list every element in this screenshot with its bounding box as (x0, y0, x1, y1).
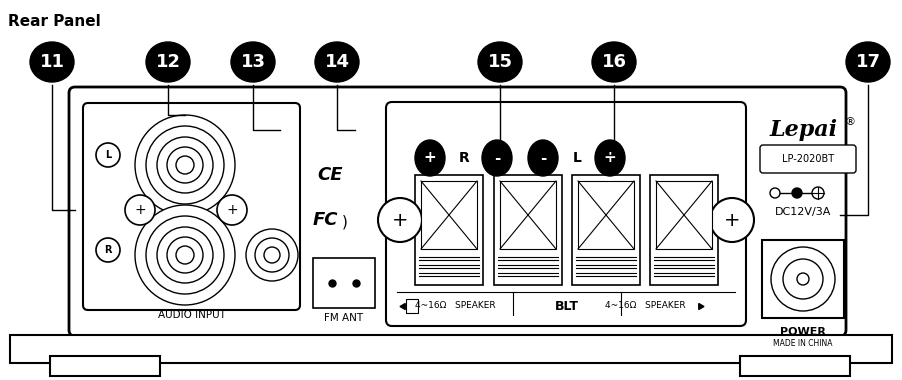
Bar (500, 181, 556, 249)
Bar (406, 299, 418, 313)
Bar (740, 356, 850, 376)
Circle shape (246, 229, 298, 281)
Circle shape (783, 259, 823, 299)
Circle shape (771, 247, 835, 311)
Circle shape (176, 156, 194, 174)
Text: L: L (573, 151, 582, 165)
Text: +: + (424, 150, 437, 166)
Circle shape (264, 247, 280, 263)
FancyBboxPatch shape (386, 102, 746, 326)
Circle shape (770, 188, 780, 198)
Ellipse shape (595, 140, 625, 176)
Bar (10, 335, 892, 363)
Text: -: - (539, 150, 547, 166)
Text: +: + (134, 203, 146, 217)
Circle shape (378, 198, 422, 242)
Text: 12: 12 (155, 53, 180, 71)
Text: 13: 13 (241, 53, 265, 71)
Text: -: - (493, 150, 501, 166)
Circle shape (125, 195, 155, 225)
Circle shape (812, 187, 824, 199)
Circle shape (146, 126, 224, 204)
Text: R: R (458, 151, 469, 165)
Text: Rear Panel: Rear Panel (8, 14, 101, 29)
Text: DC12V/3A: DC12V/3A (775, 207, 832, 217)
Ellipse shape (528, 140, 558, 176)
Text: +: + (723, 211, 741, 230)
FancyBboxPatch shape (760, 145, 856, 173)
Bar (421, 181, 477, 249)
FancyBboxPatch shape (83, 103, 300, 310)
Bar (762, 240, 844, 318)
FancyBboxPatch shape (69, 87, 846, 336)
Circle shape (176, 246, 194, 264)
Circle shape (217, 195, 247, 225)
Bar (650, 175, 718, 285)
Circle shape (157, 137, 213, 193)
Bar (313, 258, 375, 308)
Text: 11: 11 (40, 53, 65, 71)
Circle shape (146, 216, 224, 294)
Text: 4~16Ω   SPEAKER: 4~16Ω SPEAKER (604, 301, 686, 310)
Circle shape (167, 237, 203, 273)
Text: MADE IN CHINA: MADE IN CHINA (773, 339, 833, 348)
Circle shape (135, 205, 235, 305)
Text: L: L (105, 150, 111, 160)
Bar (578, 181, 634, 249)
Ellipse shape (478, 42, 522, 82)
Text: +: + (391, 211, 409, 230)
Text: 17: 17 (855, 53, 880, 71)
Bar (415, 175, 483, 285)
Bar (406, 299, 418, 313)
Bar (572, 175, 640, 285)
Text: ): ) (342, 214, 348, 230)
Circle shape (710, 198, 754, 242)
Text: FM ANT: FM ANT (325, 313, 364, 323)
Circle shape (167, 147, 203, 183)
Bar (50, 356, 160, 376)
Text: 15: 15 (487, 53, 512, 71)
Circle shape (96, 238, 120, 262)
Bar (656, 181, 712, 249)
Text: AUDIO INPUT: AUDIO INPUT (158, 310, 226, 320)
Circle shape (255, 238, 289, 272)
Ellipse shape (592, 42, 636, 82)
Circle shape (135, 115, 235, 215)
Text: +: + (603, 150, 616, 166)
Text: +: + (226, 203, 238, 217)
Ellipse shape (415, 140, 445, 176)
Text: 4~16Ω   SPEAKER: 4~16Ω SPEAKER (415, 301, 495, 310)
Circle shape (96, 143, 120, 167)
Ellipse shape (30, 42, 74, 82)
Text: LP-2020BT: LP-2020BT (782, 154, 834, 164)
Text: BLT: BLT (555, 299, 579, 312)
Text: Lepai: Lepai (770, 119, 838, 141)
Text: 16: 16 (602, 53, 627, 71)
Bar (494, 175, 562, 285)
Ellipse shape (146, 42, 190, 82)
Text: CE: CE (318, 166, 343, 184)
Circle shape (157, 227, 213, 283)
Ellipse shape (846, 42, 890, 82)
Text: 14: 14 (325, 53, 349, 71)
Circle shape (792, 188, 802, 198)
Text: ®: ® (845, 117, 856, 127)
Text: FC: FC (312, 211, 337, 229)
Ellipse shape (315, 42, 359, 82)
Circle shape (797, 273, 809, 285)
Text: R: R (105, 245, 112, 255)
Ellipse shape (231, 42, 275, 82)
Ellipse shape (482, 140, 512, 176)
Text: POWER: POWER (780, 327, 826, 337)
